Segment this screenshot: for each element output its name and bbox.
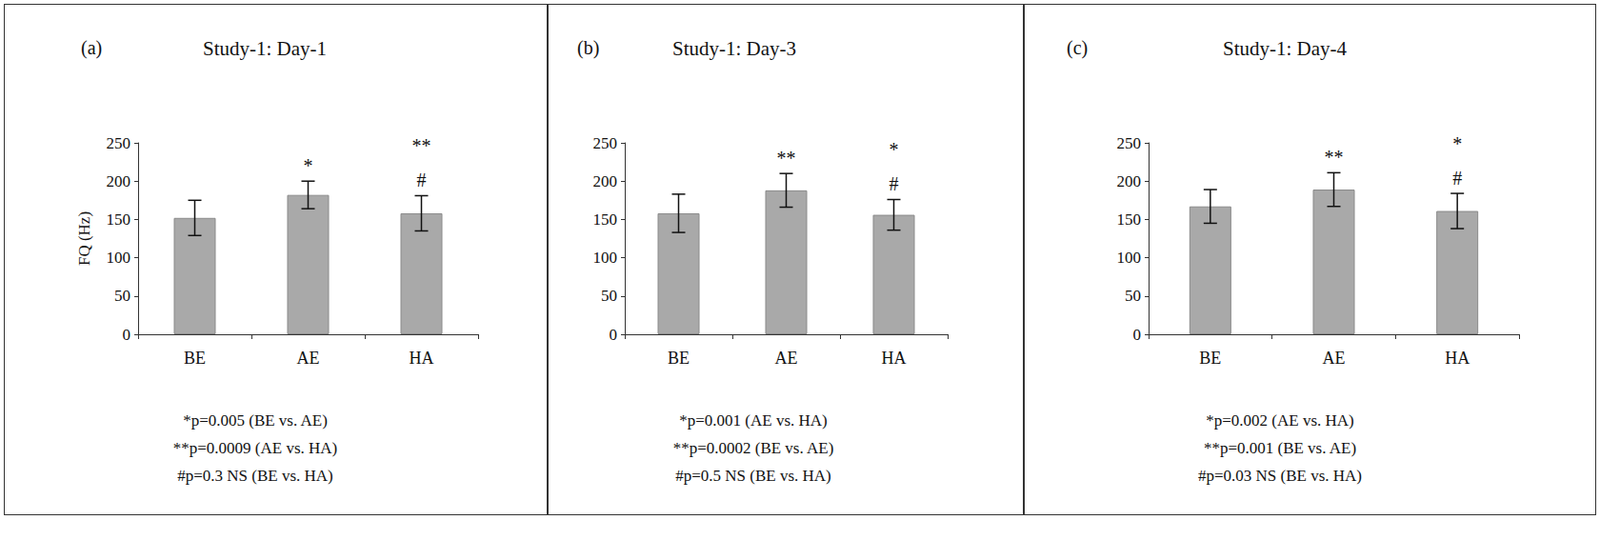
- svg-text:**p=0.0002 (BE vs. AE): **p=0.0002 (BE vs. AE): [673, 439, 835, 458]
- svg-text:BE: BE: [667, 348, 690, 368]
- svg-text:0: 0: [609, 325, 619, 344]
- svg-text:Study-1: Day-3: Study-1: Day-3: [672, 37, 797, 60]
- svg-text:*p=0.002 (AE vs. HA): *p=0.002 (AE vs. HA): [1205, 411, 1355, 430]
- svg-text:AE: AE: [1322, 348, 1346, 368]
- svg-text:**: **: [777, 147, 797, 169]
- svg-text:(a): (a): [80, 37, 102, 60]
- svg-text:#: #: [417, 169, 427, 191]
- svg-text:150: 150: [593, 210, 619, 229]
- svg-text:*: *: [1452, 133, 1462, 155]
- svg-text:50: 50: [114, 286, 131, 305]
- svg-text:100: 100: [1117, 248, 1142, 267]
- svg-text:(b): (b): [577, 37, 600, 60]
- svg-text:150: 150: [106, 210, 132, 229]
- svg-text:#: #: [889, 173, 900, 195]
- svg-text:(c): (c): [1066, 37, 1088, 60]
- svg-text:**: **: [1324, 146, 1344, 168]
- svg-text:100: 100: [106, 248, 132, 267]
- svg-text:200: 200: [106, 172, 132, 191]
- svg-text:Study-1: Day-1: Study-1: Day-1: [202, 37, 327, 60]
- svg-text:*: *: [303, 155, 314, 177]
- svg-text:100: 100: [593, 248, 619, 267]
- svg-text:*p=0.005 (BE vs. AE): *p=0.005 (BE vs. AE): [182, 411, 328, 430]
- svg-text:AE: AE: [297, 348, 320, 368]
- svg-text:*p=0.001 (AE vs. HA): *p=0.001 (AE vs. HA): [679, 411, 828, 430]
- svg-text:**: **: [412, 135, 432, 157]
- svg-text:**p=0.001 (BE vs. AE): **p=0.001 (BE vs. AE): [1203, 439, 1357, 458]
- svg-text:250: 250: [593, 134, 619, 153]
- svg-text:0: 0: [122, 325, 132, 344]
- svg-text:#p=0.5 NS (BE vs. HA): #p=0.5 NS (BE vs. HA): [675, 466, 832, 485]
- svg-text:*: *: [889, 139, 900, 160]
- svg-text:BE: BE: [183, 348, 206, 368]
- svg-text:200: 200: [593, 172, 619, 191]
- svg-text:FQ (Hz): FQ (Hz): [75, 211, 94, 266]
- svg-text:HA: HA: [881, 348, 907, 368]
- svg-text:#p=0.03 NS (BE vs. HA): #p=0.03 NS (BE vs. HA): [1198, 466, 1362, 485]
- svg-text:250: 250: [1117, 134, 1142, 153]
- svg-text:#p=0.3 NS (BE vs. HA): #p=0.3 NS (BE vs. HA): [177, 466, 334, 485]
- svg-text:#: #: [1452, 167, 1462, 189]
- svg-text:AE: AE: [775, 348, 799, 368]
- svg-text:HA: HA: [409, 348, 435, 368]
- svg-text:250: 250: [106, 134, 132, 153]
- svg-text:50: 50: [1124, 286, 1141, 305]
- svg-text:200: 200: [1117, 172, 1142, 191]
- svg-text:50: 50: [600, 286, 618, 305]
- svg-text:150: 150: [1117, 210, 1142, 229]
- svg-text:HA: HA: [1444, 348, 1470, 368]
- svg-text:BE: BE: [1199, 348, 1221, 368]
- svg-text:**p=0.0009 (AE vs. HA): **p=0.0009 (AE vs. HA): [173, 439, 339, 458]
- svg-text:0: 0: [1133, 325, 1142, 344]
- svg-text:Study-1: Day-4: Study-1: Day-4: [1222, 37, 1348, 60]
